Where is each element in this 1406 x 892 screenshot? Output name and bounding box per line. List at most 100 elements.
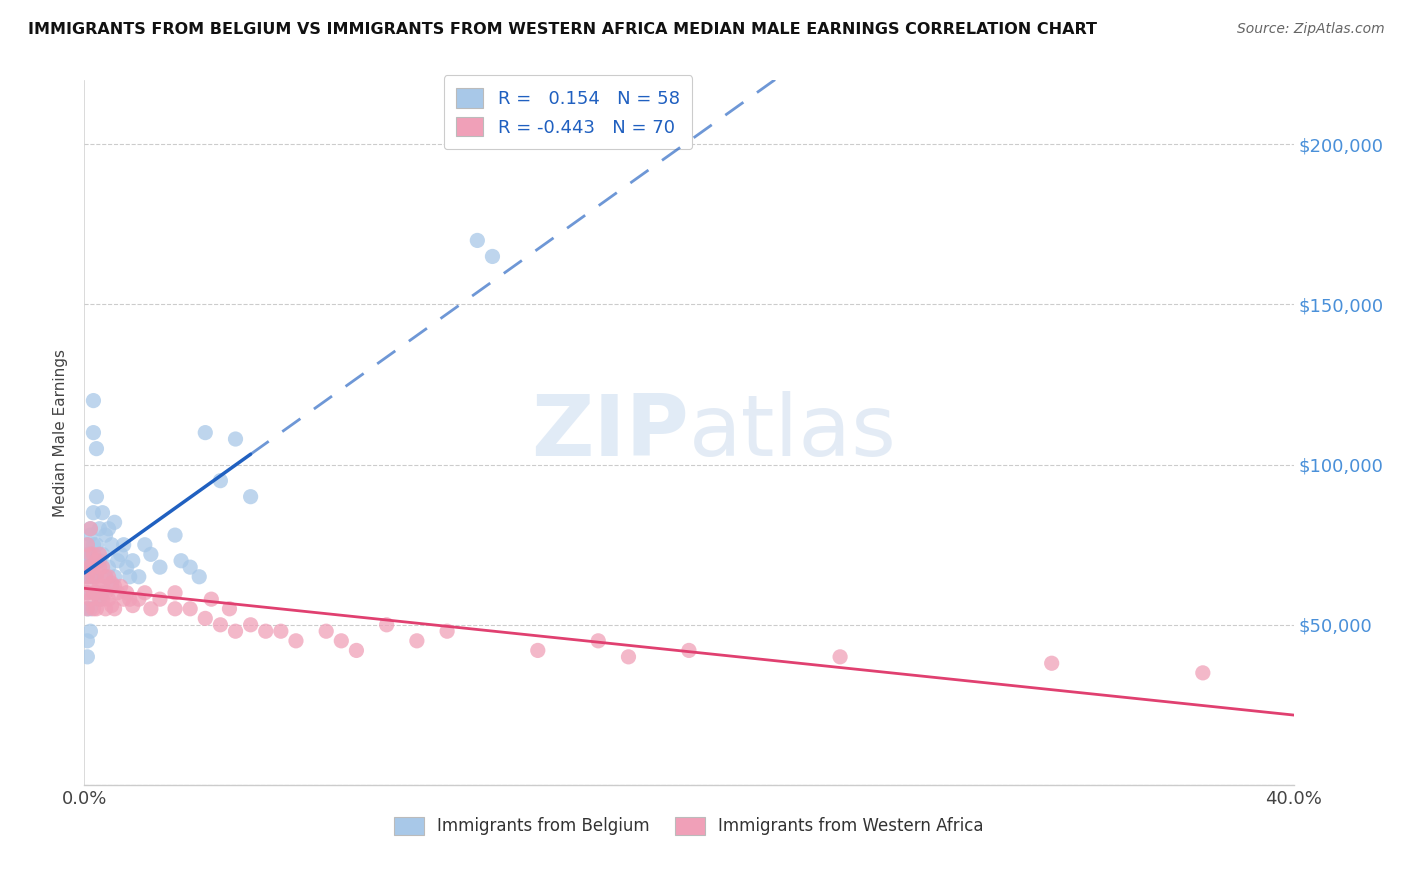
Point [170, 554, 193, 568]
Point [91, 560, 114, 574]
Point [467, 234, 489, 248]
Point [91, 506, 114, 520]
Point [79, 560, 101, 574]
Text: Source: ZipAtlas.com: Source: ZipAtlas.com [1237, 22, 1385, 37]
Point [94, 570, 117, 584]
Point [118, 570, 141, 584]
Point [375, 617, 398, 632]
Point [79, 560, 101, 574]
Point [617, 649, 640, 664]
Point [121, 599, 143, 613]
Point [91, 579, 114, 593]
Point [86, 538, 108, 552]
Point [79, 522, 101, 536]
Point [89, 522, 111, 536]
Point [110, 579, 132, 593]
Point [346, 643, 368, 657]
Point [104, 516, 127, 530]
Point [134, 538, 156, 552]
Point [128, 570, 150, 584]
Point [89, 592, 111, 607]
Point [200, 592, 222, 607]
Point [76, 560, 98, 574]
Point [86, 570, 108, 584]
Point [179, 601, 201, 615]
Point [82, 547, 104, 561]
Point [194, 611, 217, 625]
Point [97, 560, 120, 574]
Point [118, 592, 141, 607]
Point [76, 538, 98, 552]
Point [89, 592, 111, 607]
Point [82, 506, 104, 520]
Point [100, 538, 122, 552]
Point [188, 570, 211, 584]
Point [76, 601, 98, 615]
Point [436, 624, 458, 639]
Point [76, 538, 98, 552]
Point [79, 547, 101, 561]
Point [86, 442, 108, 456]
Point [76, 554, 98, 568]
Point [104, 579, 127, 593]
Point [89, 560, 111, 574]
Point [79, 522, 101, 536]
Point [115, 560, 138, 574]
Point [82, 560, 104, 574]
Point [86, 586, 108, 600]
Point [179, 560, 201, 574]
Point [527, 643, 550, 657]
Point [76, 586, 98, 600]
Point [165, 586, 187, 600]
Point [97, 570, 120, 584]
Point [104, 601, 127, 615]
Point [76, 633, 98, 648]
Point [239, 490, 262, 504]
Legend: Immigrants from Belgium, Immigrants from Western Africa: Immigrants from Belgium, Immigrants from… [385, 808, 993, 844]
Point [1192, 665, 1215, 680]
Point [97, 592, 120, 607]
Point [165, 528, 187, 542]
Point [76, 649, 98, 664]
Point [82, 425, 104, 440]
Point [79, 570, 101, 584]
Point [149, 592, 172, 607]
Point [79, 624, 101, 639]
Point [239, 617, 262, 632]
Point [225, 624, 247, 639]
Point [86, 601, 108, 615]
Point [91, 592, 114, 607]
Text: atlas: atlas [689, 391, 897, 475]
Point [1040, 657, 1063, 671]
Point [115, 586, 138, 600]
Point [678, 643, 700, 657]
Point [79, 579, 101, 593]
Point [254, 624, 277, 639]
Point [107, 554, 129, 568]
Point [86, 490, 108, 504]
Point [91, 547, 114, 561]
Point [91, 586, 114, 600]
Point [218, 601, 240, 615]
Point [139, 601, 162, 615]
Point [112, 592, 135, 607]
Point [82, 570, 104, 584]
Point [76, 547, 98, 561]
Point [149, 560, 172, 574]
Point [194, 425, 217, 440]
Point [82, 393, 104, 408]
Text: ZIP: ZIP [531, 391, 689, 475]
Point [315, 624, 337, 639]
Point [165, 601, 187, 615]
Point [588, 633, 610, 648]
Point [86, 586, 108, 600]
Point [79, 547, 101, 561]
Y-axis label: Median Male Earnings: Median Male Earnings [53, 349, 69, 516]
Point [94, 528, 117, 542]
Point [89, 579, 111, 593]
Point [209, 474, 232, 488]
Point [82, 538, 104, 552]
Point [830, 649, 852, 664]
Point [82, 586, 104, 600]
Point [89, 554, 111, 568]
